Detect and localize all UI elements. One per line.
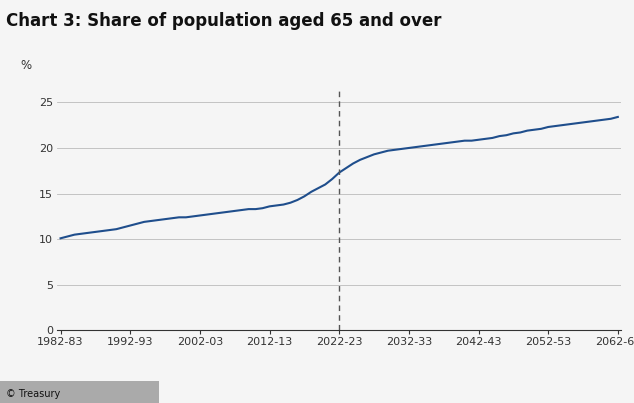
Text: %: % xyxy=(20,59,32,72)
Text: © Treasury: © Treasury xyxy=(6,389,61,399)
Text: Chart 3: Share of population aged 65 and over: Chart 3: Share of population aged 65 and… xyxy=(6,12,442,30)
